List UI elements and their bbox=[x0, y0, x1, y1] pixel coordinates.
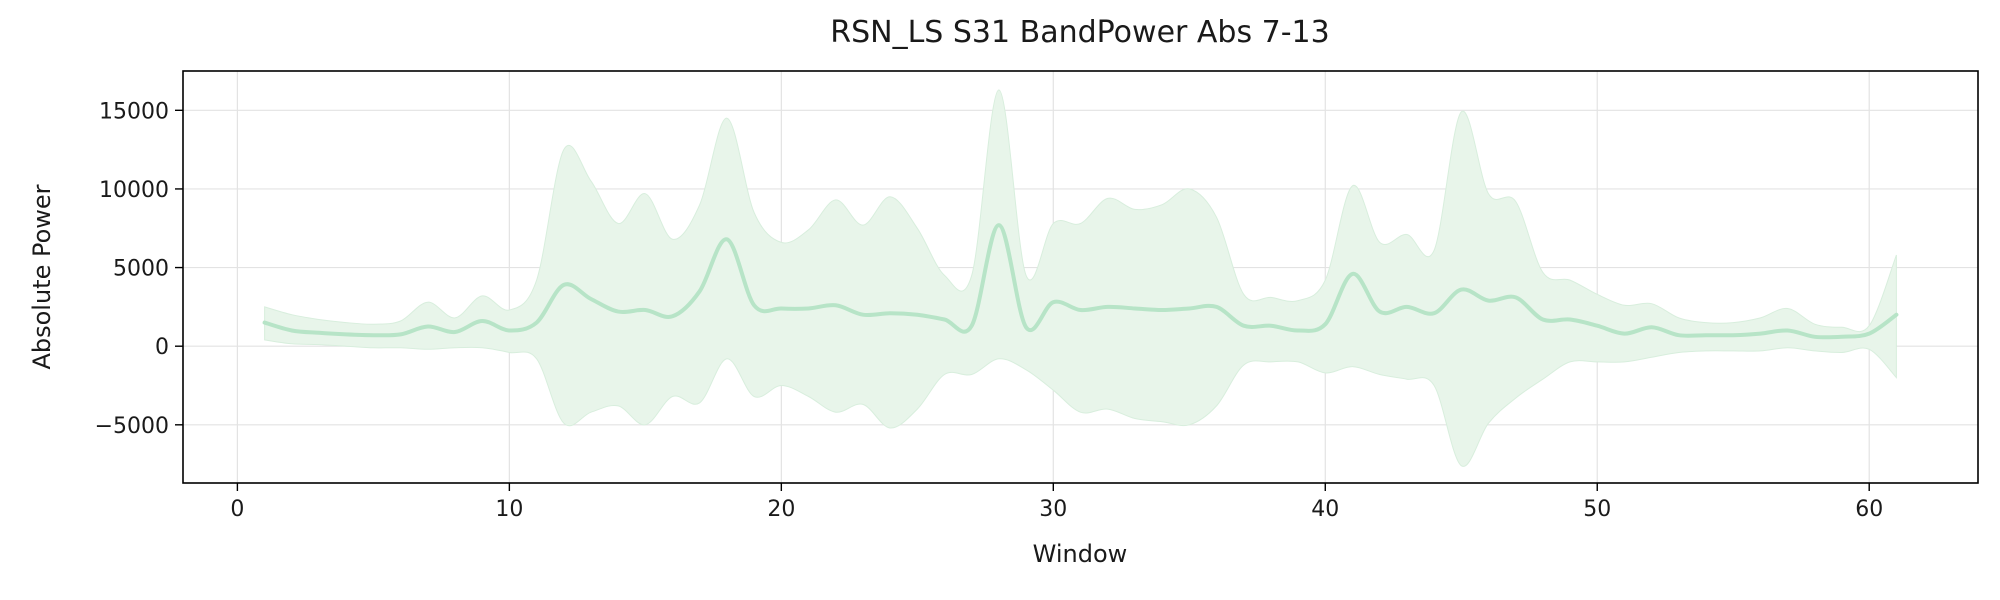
y-tick-label: −5000 bbox=[95, 414, 169, 439]
x-tick-label: 50 bbox=[1583, 497, 1611, 522]
x-tick-label: 10 bbox=[495, 497, 523, 522]
x-tick-label: 40 bbox=[1311, 497, 1339, 522]
plot-frame bbox=[182, 70, 1979, 484]
y-tick-label: 0 bbox=[155, 335, 169, 360]
y-tick-label: 10000 bbox=[99, 178, 169, 203]
axes: 0 10 20 30 40 50 60 −5000 0 5000 10000 15000 bbox=[95, 99, 1884, 522]
x-tick-label: 0 bbox=[230, 497, 244, 522]
chart-title: RSN_LS S31 BandPower Abs 7-13 bbox=[830, 15, 1329, 50]
y-axis-title: Absolute Power bbox=[28, 184, 56, 369]
x-tick-label: 20 bbox=[767, 497, 795, 522]
x-axis-title: Window bbox=[1033, 540, 1128, 568]
x-tick-label: 60 bbox=[1855, 497, 1883, 522]
std-band bbox=[264, 89, 1897, 467]
mean-line bbox=[262, 223, 1899, 340]
y-tick-label: 15000 bbox=[99, 99, 169, 124]
x-tick-label: 30 bbox=[1039, 497, 1067, 522]
y-tick-label: 5000 bbox=[113, 257, 169, 282]
plot-area bbox=[262, 89, 1899, 467]
